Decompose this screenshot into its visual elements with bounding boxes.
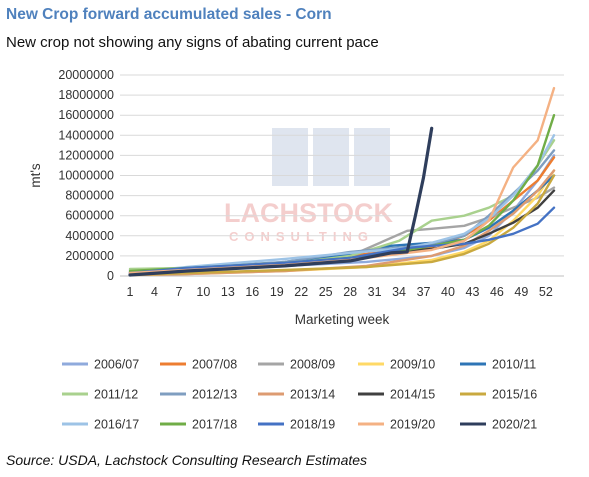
legend-label: 2008/09 [290,358,335,372]
x-tick-label: 7 [175,285,182,299]
x-tick-label: 49 [514,285,528,299]
y-tick-label: 14000000 [58,128,114,142]
watermark-wheat-tile [354,128,390,186]
watermark-wheat-tile [272,128,308,186]
chart-title: New Crop forward accumulated sales - Cor… [6,6,332,23]
x-axis-label: Marketing week [295,312,390,327]
y-tick-label: 8000000 [65,189,114,203]
series-line [128,174,556,277]
y-tick-label: 2000000 [65,249,114,263]
chart-subtitle: New crop not showing any signs of abatin… [6,34,379,51]
y-tick-label: 4000000 [65,229,114,243]
x-tick-label: 34 [392,285,406,299]
x-tick-label: 28 [343,285,357,299]
legend-label: 2013/14 [290,388,335,402]
x-tick-label: 16 [245,285,259,299]
legend-label: 2007/08 [192,358,237,372]
legend-label: 2017/18 [192,418,237,432]
x-tick-label: 46 [490,285,504,299]
x-tick-label: 31 [368,285,382,299]
legend-label: 2010/11 [492,358,536,372]
legend-label: 2019/20 [390,418,435,432]
y-axis-ticks: 0 2000000 4000000 6000000 8000000 10000000 120… [58,68,114,283]
x-tick-label: 1 [127,285,134,299]
y-tick-label: 10000000 [58,169,114,183]
legend-label: 2016/17 [94,418,139,432]
x-tick-label: 22 [294,285,308,299]
y-tick-label: 0 [107,269,114,283]
x-axis-ticks: 1 4 7 10 13 16 19 22 25 28 31 34 37 40 43 46 49 52 [127,285,553,299]
x-tick-label: 43 [466,285,480,299]
x-tick-label: 4 [151,285,158,299]
legend-label: 2006/07 [94,358,139,372]
legend-label: 2018/19 [290,418,335,432]
series-line [128,206,556,275]
series-line [128,126,434,277]
x-tick-label: 25 [319,285,333,299]
x-tick-label: 52 [539,285,553,299]
series-line [128,134,556,275]
y-tick-label: 6000000 [65,209,114,223]
y-tick-label: 16000000 [58,108,114,122]
watermark-wheat-tile [313,128,349,186]
legend-label: 2011/12 [94,388,138,402]
y-tick-label: 20000000 [58,68,114,82]
x-tick-label: 37 [417,285,431,299]
y-tick-label: 18000000 [58,88,114,102]
legend-label: 2015/16 [492,388,537,402]
y-tick-label: 12000000 [58,148,114,162]
legend: 2006/07 2007/08 2008/09 2009/10 2010/11 2011/… [62,358,537,432]
watermark-name: LACHSTOCK [224,198,394,228]
x-tick-label: 40 [441,285,455,299]
legend-label: 2012/13 [192,388,237,402]
lachstock-watermark: LACHSTOCK CONSULTING [224,128,394,244]
watermark-tagline: CONSULTING [229,229,374,244]
legend-label: 2020/21 [492,418,537,432]
x-tick-label: 19 [270,285,284,299]
series-lines [128,86,556,277]
source-note: Source: USDA, Lachstock Consulting Resea… [6,452,368,468]
y-axis-label: mt's [28,163,43,188]
legend-label: 2014/15 [390,388,435,402]
legend-label: 2009/10 [390,358,435,372]
x-tick-label: 13 [221,285,235,299]
x-tick-label: 10 [196,285,210,299]
